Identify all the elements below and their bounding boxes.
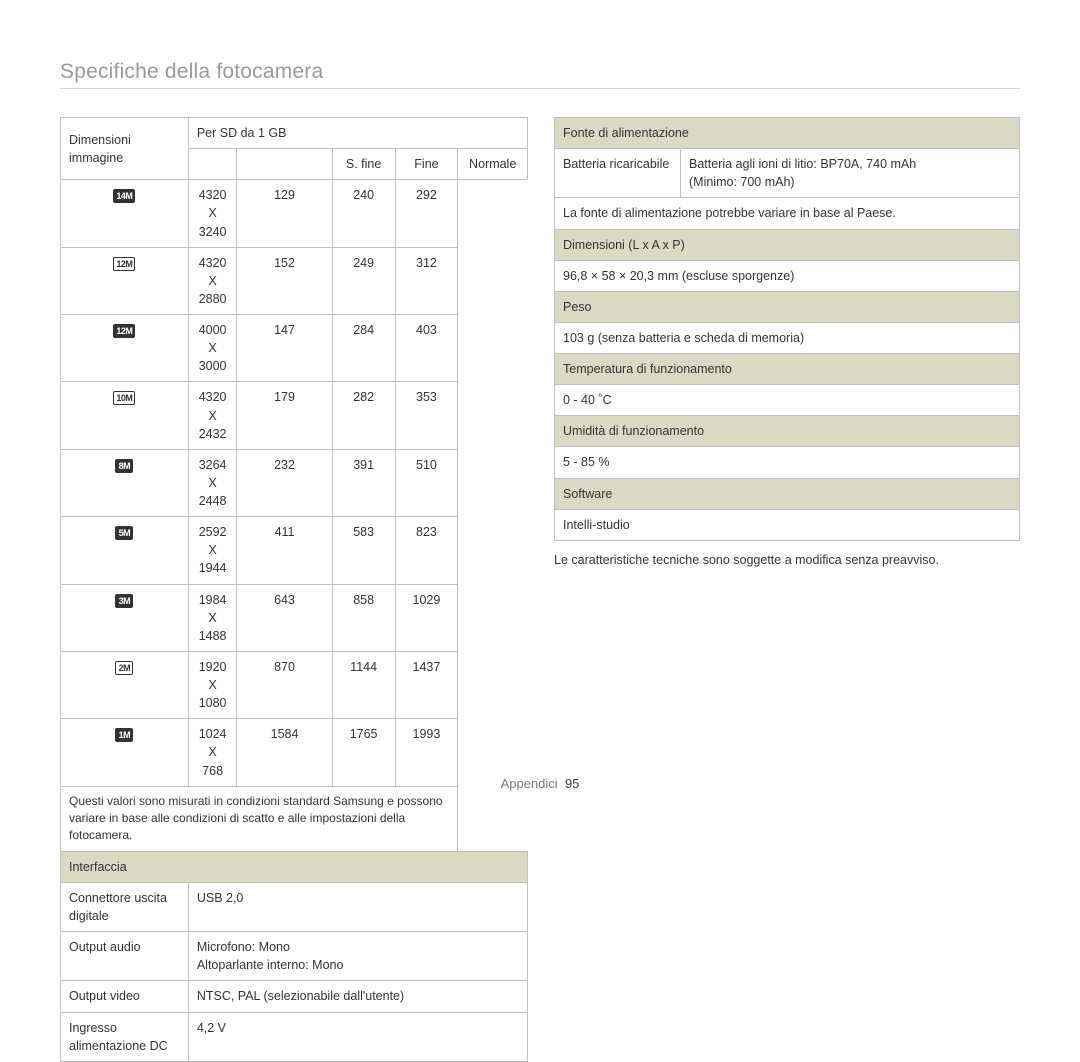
- size-fine: 249: [332, 247, 395, 314]
- iface-key: Connettore uscita digitale: [61, 882, 189, 931]
- footer-label: Appendici: [501, 776, 558, 791]
- section-header: Umidità di funzionamento: [555, 416, 1020, 447]
- section-val: La fonte di alimentazione potrebbe varia…: [555, 198, 1020, 229]
- img-note: Questi valori sono misurati in condizion…: [61, 786, 458, 851]
- iface-val: USB 2,0: [188, 882, 527, 931]
- spec-table-right: Fonte di alimentazioneBatteria ricaricab…: [554, 117, 1020, 541]
- section-header: Temperatura di funzionamento: [555, 354, 1020, 385]
- size-sfine: 152: [237, 247, 332, 314]
- iface-row: Output audioMicrofono: MonoAltoparlante …: [61, 932, 528, 981]
- section-val: 103 g (senza batteria e scheda di memori…: [555, 322, 1020, 353]
- imgsize-row: 5M2592 X 1944411583823: [61, 517, 528, 584]
- imgsize-row: 8M3264 X 2448232391510: [61, 449, 528, 516]
- iface-val: 4,2 V: [188, 1012, 527, 1061]
- size-sfine: 179: [237, 382, 332, 449]
- size-normale: 1437: [395, 651, 458, 718]
- interfaccia-header: Interfaccia: [61, 851, 528, 882]
- section-header: Fonte di alimentazione: [555, 118, 1020, 149]
- section-header: Software: [555, 478, 1020, 509]
- iface-row: Connettore uscita digitaleUSB 2,0: [61, 882, 528, 931]
- section-row: Batteria ricaricabileBatteria agli ioni …: [555, 149, 1020, 198]
- size-res: 1920 X 1080: [188, 651, 237, 718]
- size-fine: 391: [332, 449, 395, 516]
- size-icon: 14M: [61, 180, 189, 247]
- size-normale: 292: [395, 180, 458, 247]
- size-normale: 1029: [395, 584, 458, 651]
- size-normale: 312: [395, 247, 458, 314]
- size-icon: 10M: [61, 382, 189, 449]
- size-normale: 823: [395, 517, 458, 584]
- size-fine: 583: [332, 517, 395, 584]
- imgsize-row: 14M4320 X 3240129240292: [61, 180, 528, 247]
- size-icon: 12M: [61, 315, 189, 382]
- imgsize-row: 3M1984 X 14886438581029: [61, 584, 528, 651]
- disclaimer: Le caratteristiche tecniche sono soggett…: [554, 551, 1020, 569]
- iface-val: Microfono: MonoAltoparlante interno: Mon…: [188, 932, 527, 981]
- iface-row: Ingresso alimentazione DC4,2 V: [61, 1012, 528, 1061]
- page-title: Specifiche della fotocamera: [60, 60, 1020, 84]
- section-header: Peso: [555, 291, 1020, 322]
- page-footer: Appendici 95: [0, 776, 1080, 791]
- section-val: Intelli-studio: [555, 509, 1020, 540]
- size-normale: 353: [395, 382, 458, 449]
- size-res: 4000 X 3000: [188, 315, 237, 382]
- size-sfine: 411: [237, 517, 332, 584]
- section-val: 5 - 85 %: [555, 447, 1020, 478]
- imgsize-row: 12M4000 X 3000147284403: [61, 315, 528, 382]
- title-rule: [60, 88, 1020, 89]
- imgsize-row: 10M4320 X 2432179282353: [61, 382, 528, 449]
- section-key: Batteria ricaricabile: [555, 149, 681, 198]
- col-normale: Normale: [458, 149, 528, 180]
- size-icon: 5M: [61, 517, 189, 584]
- size-icon: 2M: [61, 651, 189, 718]
- size-sfine: 643: [237, 584, 332, 651]
- iface-row: Output videoNTSC, PAL (selezionabile dal…: [61, 981, 528, 1012]
- section-row: 0 - 40 ˚C: [555, 385, 1020, 416]
- imgsize-row: 2M1920 X 108087011441437: [61, 651, 528, 718]
- size-fine: 240: [332, 180, 395, 247]
- size-res: 1984 X 1488: [188, 584, 237, 651]
- dim-img-label: Dimensioni immagine: [61, 118, 189, 180]
- section-row: La fonte di alimentazione potrebbe varia…: [555, 198, 1020, 229]
- size-res: 2592 X 1944: [188, 517, 237, 584]
- size-sfine: 147: [237, 315, 332, 382]
- section-header: Dimensioni (L x A x P): [555, 229, 1020, 260]
- size-normale: 510: [395, 449, 458, 516]
- size-icon: 3M: [61, 584, 189, 651]
- size-normale: 403: [395, 315, 458, 382]
- left-column: Dimensioni immagine Per SD da 1 GB S. fi…: [60, 117, 528, 1062]
- imgsize-row: 12M4320 X 2880152249312: [61, 247, 528, 314]
- col-sfine: S. fine: [332, 149, 395, 180]
- iface-key: Output audio: [61, 932, 189, 981]
- section-row: Intelli-studio: [555, 509, 1020, 540]
- size-fine: 1144: [332, 651, 395, 718]
- per-sd-label: Per SD da 1 GB: [188, 118, 527, 149]
- right-column: Fonte di alimentazioneBatteria ricaricab…: [554, 117, 1020, 1062]
- size-res: 4320 X 3240: [188, 180, 237, 247]
- size-sfine: 870: [237, 651, 332, 718]
- section-row: 5 - 85 %: [555, 447, 1020, 478]
- col-fine: Fine: [395, 149, 458, 180]
- section-val: 0 - 40 ˚C: [555, 385, 1020, 416]
- section-val: 96,8 × 58 × 20,3 mm (escluse sporgenze): [555, 260, 1020, 291]
- iface-key: Ingresso alimentazione DC: [61, 1012, 189, 1061]
- size-res: 4320 X 2880: [188, 247, 237, 314]
- size-res: 4320 X 2432: [188, 382, 237, 449]
- size-fine: 282: [332, 382, 395, 449]
- section-row: 103 g (senza batteria e scheda di memori…: [555, 322, 1020, 353]
- footer-page: 95: [565, 776, 579, 791]
- size-res: 3264 X 2448: [188, 449, 237, 516]
- section-val: Batteria agli ioni di litio: BP70A, 740 …: [681, 149, 1020, 198]
- size-sfine: 232: [237, 449, 332, 516]
- size-sfine: 129: [237, 180, 332, 247]
- size-icon: 12M: [61, 247, 189, 314]
- spec-table-left: Dimensioni immagine Per SD da 1 GB S. fi…: [60, 117, 528, 1062]
- iface-key: Output video: [61, 981, 189, 1012]
- size-fine: 284: [332, 315, 395, 382]
- size-icon: 8M: [61, 449, 189, 516]
- size-fine: 858: [332, 584, 395, 651]
- iface-val: NTSC, PAL (selezionabile dall'utente): [188, 981, 527, 1012]
- section-row: 96,8 × 58 × 20,3 mm (escluse sporgenze): [555, 260, 1020, 291]
